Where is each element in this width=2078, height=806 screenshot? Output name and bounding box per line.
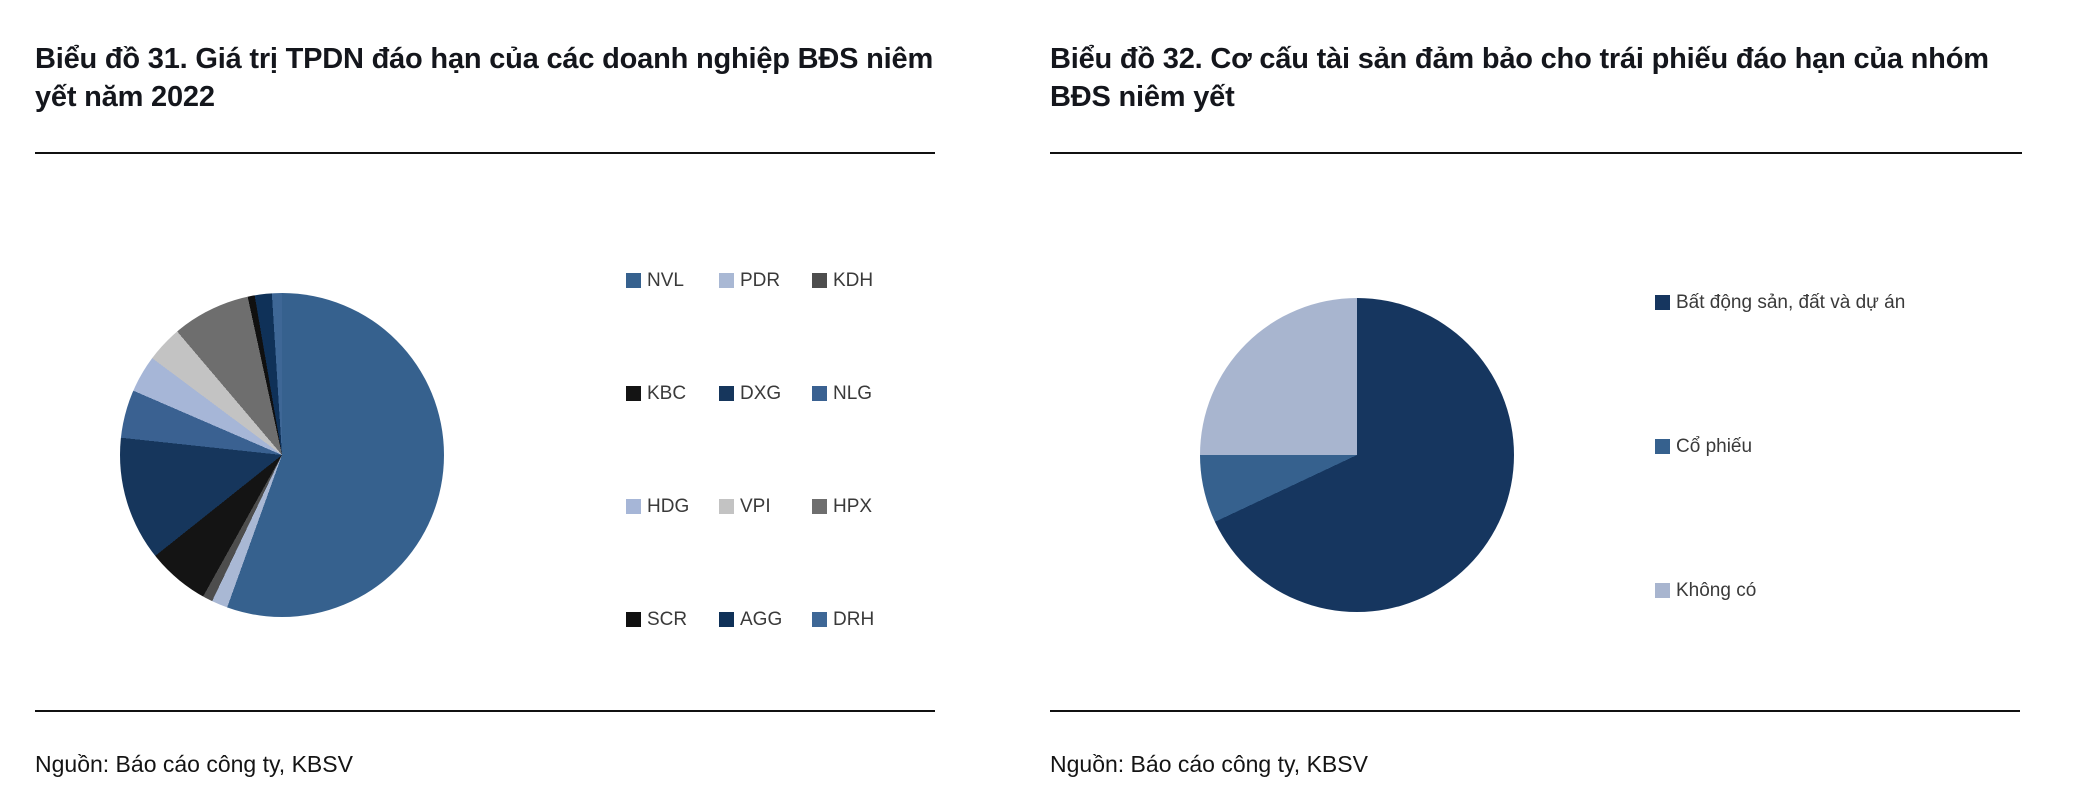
chart-title: Biểu đồ 31. Giá trị TPDN đáo hạn của các…	[35, 40, 935, 155]
legend-swatch	[719, 612, 734, 627]
legend-label: DXG	[740, 383, 782, 404]
legend-swatch	[719, 273, 734, 288]
pie-chart-tai-san-dam-bao	[1200, 298, 1514, 612]
legend-item: HPX	[812, 496, 902, 517]
legend-label: KDH	[833, 270, 874, 291]
legend-label: HPX	[833, 496, 873, 517]
legend-label: NVL	[647, 270, 684, 291]
legend-item: NLG	[812, 383, 902, 404]
legend-item: VPI	[719, 496, 812, 517]
legend-swatch	[812, 386, 827, 401]
legend-label: VPI	[740, 496, 771, 517]
legend-label: HDG	[647, 496, 690, 517]
legend-label: DRH	[833, 609, 875, 630]
source-note: Nguồn: Báo cáo công ty, KBSV	[35, 751, 353, 777]
legend-swatch	[1655, 439, 1670, 454]
legend-item: NVL	[626, 270, 719, 291]
legend-item: DXG	[719, 383, 812, 404]
source-note: Nguồn: Báo cáo công ty, KBSV	[1050, 751, 1368, 777]
legend-swatch	[812, 612, 827, 627]
legend-swatch	[1655, 583, 1670, 598]
legend-label: Cổ phiếu	[1676, 436, 1753, 457]
legend-item: Không có	[1655, 580, 1905, 601]
legend-swatch	[626, 612, 641, 627]
legend-swatch	[812, 273, 827, 288]
legend: NVL PDR KDH KBC DXG NLG HDG VPI HPX SCR AGG DRH	[626, 270, 902, 630]
divider	[35, 710, 935, 712]
legend-swatch	[719, 499, 734, 514]
legend-item: AGG	[719, 609, 812, 630]
chart-title: Biểu đồ 32. Cơ cấu tài sản đảm bảo cho t…	[1050, 40, 2022, 155]
legend-item: KBC	[626, 383, 719, 404]
legend-swatch	[1655, 295, 1670, 310]
legend-swatch	[626, 499, 641, 514]
legend-swatch	[812, 499, 827, 514]
legend-label: SCR	[647, 609, 688, 630]
legend-item: PDR	[719, 270, 812, 291]
divider	[1050, 710, 2020, 712]
legend-swatch	[719, 386, 734, 401]
legend-label: AGG	[740, 609, 783, 630]
legend-label: NLG	[833, 383, 873, 404]
legend-item: KDH	[812, 270, 902, 291]
legend-label: Không có	[1676, 580, 1757, 601]
legend-item: DRH	[812, 609, 902, 630]
legend: Bất động sản, đất và dự án Cổ phiếu Không …	[1655, 292, 1905, 601]
legend-item: Bất động sản, đất và dự án	[1655, 292, 1905, 313]
legend-swatch	[626, 273, 641, 288]
legend-item: Cổ phiếu	[1655, 436, 1905, 457]
pie-chart-tpdn-dao-han	[120, 293, 444, 617]
legend-label: KBC	[647, 383, 687, 404]
legend-label: PDR	[740, 270, 781, 291]
legend-item: HDG	[626, 496, 719, 517]
legend-item: SCR	[626, 609, 719, 630]
legend-label: Bất động sản, đất và dự án	[1676, 292, 1906, 313]
legend-swatch	[626, 386, 641, 401]
